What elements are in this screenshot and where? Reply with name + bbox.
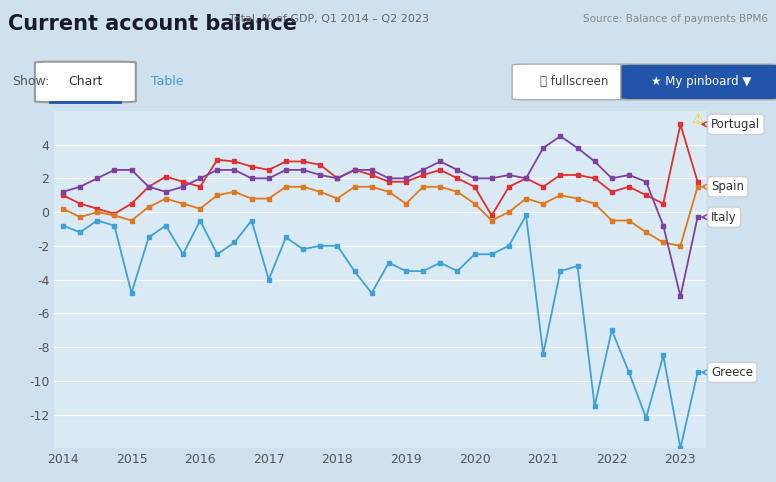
Text: Italy: Italy: [702, 211, 737, 224]
Text: Spain: Spain: [702, 180, 744, 193]
Text: ★ My pinboard ▼: ★ My pinboard ▼: [650, 76, 751, 88]
Text: Current account balance: Current account balance: [8, 14, 296, 34]
Text: Total, % of GDP, Q1 2014 – Q2 2023: Total, % of GDP, Q1 2014 – Q2 2023: [229, 14, 429, 25]
Text: ⤢ fullscreen: ⤢ fullscreen: [540, 76, 608, 88]
Text: Chart: Chart: [68, 76, 102, 88]
FancyBboxPatch shape: [512, 64, 636, 100]
Text: Show:: Show:: [12, 76, 49, 88]
Text: Source: Balance of payments BPM6: Source: Balance of payments BPM6: [584, 14, 768, 25]
Text: ⚠: ⚠: [691, 112, 704, 126]
Text: Table: Table: [151, 76, 184, 88]
FancyBboxPatch shape: [35, 62, 136, 102]
Text: Portugal: Portugal: [702, 118, 760, 131]
Text: Greece: Greece: [702, 366, 753, 379]
FancyBboxPatch shape: [621, 64, 776, 100]
